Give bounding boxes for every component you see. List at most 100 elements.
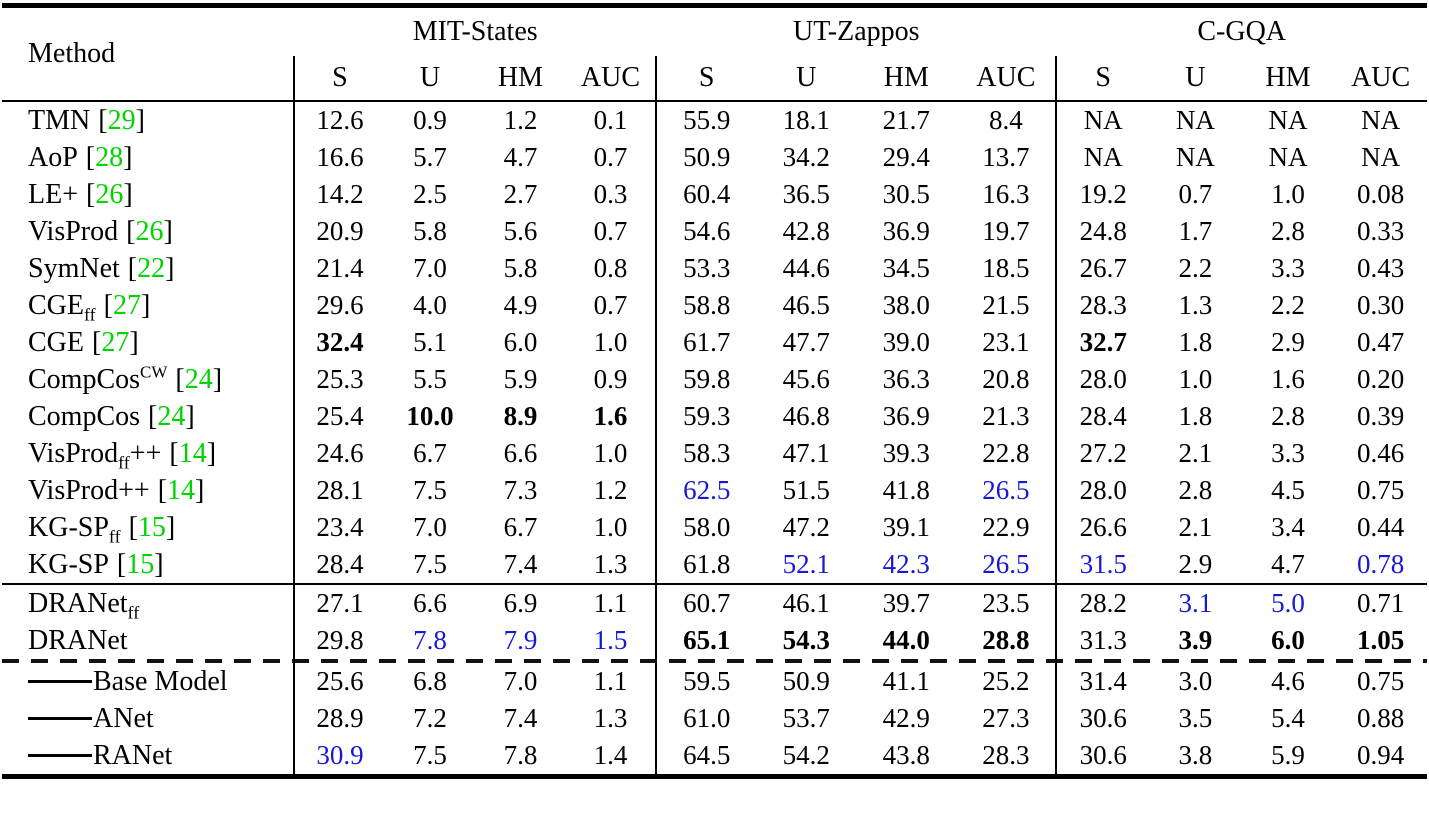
metric-value: NA xyxy=(1175,142,1215,173)
metric-value: 8.9 xyxy=(503,401,538,432)
citation-number: 14 xyxy=(178,437,207,469)
citation-open-bracket: [ xyxy=(128,511,138,543)
citation: [28] xyxy=(86,142,133,173)
method-column-header: Method xyxy=(2,5,295,102)
metric-value: 4.0 xyxy=(413,290,447,321)
metric-value: NA xyxy=(1361,142,1401,173)
metric-value: 0.33 xyxy=(1357,216,1405,247)
metric-value: 2.5 xyxy=(413,179,447,210)
method-name: CompCos xyxy=(28,363,141,395)
metric-value: 39.3 xyxy=(882,438,930,469)
metric-value: 46.5 xyxy=(782,290,830,321)
metric-value: 47.2 xyxy=(782,512,830,543)
citation: [24] xyxy=(175,364,222,395)
metric-value: 29.8 xyxy=(293,622,385,659)
table-row: RANet 30.9 7.5 7.8 1.4 64.5 54.2 43.8 28.3 30.6 3.… xyxy=(2,737,1427,777)
table-row: KG-SPff [15] 23.4 7.0 6.7 1.0 58.0 47.2 39.1 22.9… xyxy=(2,509,1427,546)
citation-number: 24 xyxy=(184,363,213,395)
method-name: Base Model xyxy=(93,665,228,697)
method-cell: VisProd++ [14] xyxy=(2,472,294,509)
method-cell: LE+ [26] xyxy=(2,176,294,213)
metric-value: 50.9 xyxy=(782,666,830,697)
metric-value: 1.4 xyxy=(593,740,628,771)
method-cell: SymNet [22] xyxy=(2,250,294,287)
metric-column-header: U xyxy=(384,56,476,102)
metric-value: 7.0 xyxy=(413,512,447,543)
metric-value: 1.6 xyxy=(1271,364,1305,395)
citation-open-bracket: [ xyxy=(92,326,102,358)
metric-value: 61.8 xyxy=(655,546,757,584)
citation: [15] xyxy=(129,512,176,543)
metric-value: 2.8 xyxy=(1271,216,1305,247)
metric-value: 0.75 xyxy=(1357,666,1405,697)
metric-value: 28.1 xyxy=(293,472,385,509)
method-cell: RANet xyxy=(2,737,294,777)
metric-value: 0.39 xyxy=(1357,401,1405,432)
metric-value: 44.0 xyxy=(882,625,930,656)
metric-value: 30.6 xyxy=(1055,737,1150,777)
metric-value: 42.9 xyxy=(882,703,930,734)
metric-value: 0.71 xyxy=(1334,583,1427,622)
metric-value: 0.7 xyxy=(593,216,628,247)
metric-value: 6.8 xyxy=(413,666,447,697)
metric-value: 28.4 xyxy=(1055,398,1150,435)
table-row: CompCosCW [24] 25.3 5.5 5.9 0.9 59.8 45.6 36.3 20… xyxy=(2,361,1427,398)
metric-value: 46.8 xyxy=(782,401,830,432)
metric-value: 39.1 xyxy=(882,512,930,543)
metric-value: 28.4 xyxy=(293,546,385,584)
citation-close-bracket: ] xyxy=(135,104,145,136)
method-cell: CompCos [24] xyxy=(2,398,294,435)
metric-value: 5.4 xyxy=(1271,703,1305,734)
metric-value: 3.4 xyxy=(1271,512,1305,543)
metric-column-header: AUC xyxy=(1334,56,1427,102)
metric-value: 31.4 xyxy=(1055,663,1150,700)
metric-value: 50.9 xyxy=(655,139,757,176)
metric-value: 22.8 xyxy=(982,438,1030,469)
metric-value: NA xyxy=(1055,101,1150,139)
metric-column-header: S xyxy=(1055,56,1150,102)
metric-value: 20.9 xyxy=(293,213,385,250)
metric-value: 19.2 xyxy=(1055,176,1150,213)
metric-column-header: HM xyxy=(1241,56,1335,102)
dash-prefix-line xyxy=(28,753,92,757)
metric-value: 36.5 xyxy=(782,179,830,210)
method-superscript: CW xyxy=(140,362,168,382)
method-name: CGE xyxy=(28,289,84,321)
metric-value: 0.08 xyxy=(1357,179,1405,210)
metric-value: 2.2 xyxy=(1178,253,1213,284)
metric-value: 2.9 xyxy=(1271,327,1305,358)
citation-number: 27 xyxy=(101,326,130,358)
method-name: SymNet xyxy=(28,252,120,284)
citation: [27] xyxy=(92,327,139,358)
metric-value: 25.6 xyxy=(293,663,385,700)
method-name: KG-SP xyxy=(28,511,109,543)
metric-value: 1.2 xyxy=(593,475,628,506)
metric-value: 1.0 xyxy=(593,512,628,543)
metric-value: 16.3 xyxy=(982,179,1030,210)
metric-value: 0.9 xyxy=(593,364,628,395)
method-name: LE+ xyxy=(28,178,78,210)
metric-value: 28.0 xyxy=(1055,361,1150,398)
metric-value: 1.0 xyxy=(593,327,628,358)
citation-open-bracket: [ xyxy=(169,437,179,469)
method-cell: CompCosCW [24] xyxy=(2,361,294,398)
metric-value: 26.5 xyxy=(982,475,1030,506)
metric-value: 28.3 xyxy=(982,740,1030,771)
metric-value: 60.7 xyxy=(655,583,757,622)
metric-value: 14.2 xyxy=(293,176,385,213)
metric-value: 1.1 xyxy=(593,666,628,697)
metric-value: 1.8 xyxy=(1178,401,1213,432)
metric-value: 0.47 xyxy=(1357,327,1405,358)
method-cell: ANet xyxy=(2,700,294,737)
metric-value: 42.3 xyxy=(882,549,930,580)
metric-value: 3.9 xyxy=(1178,625,1213,656)
metric-value: 53.7 xyxy=(782,703,830,734)
method-cell: KG-SPff [15] xyxy=(2,509,294,546)
citation-open-bracket: [ xyxy=(116,548,127,580)
metric-value: 23.5 xyxy=(956,583,1057,622)
metric-value: 26.7 xyxy=(1055,250,1150,287)
metric-value: 4.5 xyxy=(1271,475,1305,506)
table-row: VisProd [26] 20.9 5.8 5.6 0.7 54.6 42.8 36.9 19.7… xyxy=(2,213,1427,250)
table-row: CGEff [27] 29.6 4.0 4.9 0.7 58.8 46.5 38.0 21.5 28… xyxy=(2,287,1427,324)
table-row: ANet 28.9 7.2 7.4 1.3 61.0 53.7 42.9 27.3 30.6 3.5… xyxy=(2,700,1427,737)
